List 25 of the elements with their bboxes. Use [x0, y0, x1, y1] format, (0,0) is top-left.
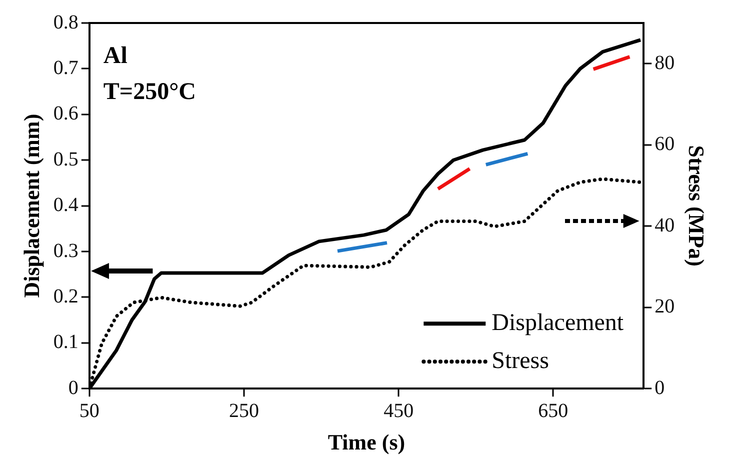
y-tick-label: 0.8 — [53, 11, 78, 34]
y2-tick-label: 80 — [654, 52, 675, 74]
y-tick-label: 0.5 — [53, 148, 78, 170]
y-tick-label: 0.3 — [53, 240, 78, 262]
y2-axis-title: Stress (MPa) — [684, 145, 710, 266]
y-tick-label: 0.7 — [53, 56, 78, 79]
y2-tick-label: 20 — [654, 296, 675, 318]
annotation: Al — [103, 43, 128, 69]
legend-label: Displacement — [492, 310, 624, 336]
y2-tick-label: 60 — [654, 133, 675, 156]
x-tick-label: 250 — [228, 400, 259, 422]
annotation: T=250°C — [103, 79, 196, 105]
y-tick-label: 0.2 — [53, 285, 78, 308]
y-tick-label: 0.6 — [53, 102, 78, 125]
y-axis-title: Displacement (mm) — [18, 114, 44, 298]
x-tick-label: 650 — [538, 400, 568, 422]
x-tick-label: 450 — [384, 400, 414, 422]
legend-label: Stress — [492, 348, 549, 374]
x-axis-title: Time (s) — [328, 429, 406, 454]
y-tick-label: 0.4 — [53, 194, 78, 216]
y-tick-label: 0 — [68, 376, 78, 399]
x-tick-label: 50 — [79, 400, 100, 422]
y2-tick-label: 0 — [654, 376, 665, 399]
y2-tick-label: 40 — [654, 214, 675, 236]
y-tick-label: 0.1 — [53, 331, 78, 354]
